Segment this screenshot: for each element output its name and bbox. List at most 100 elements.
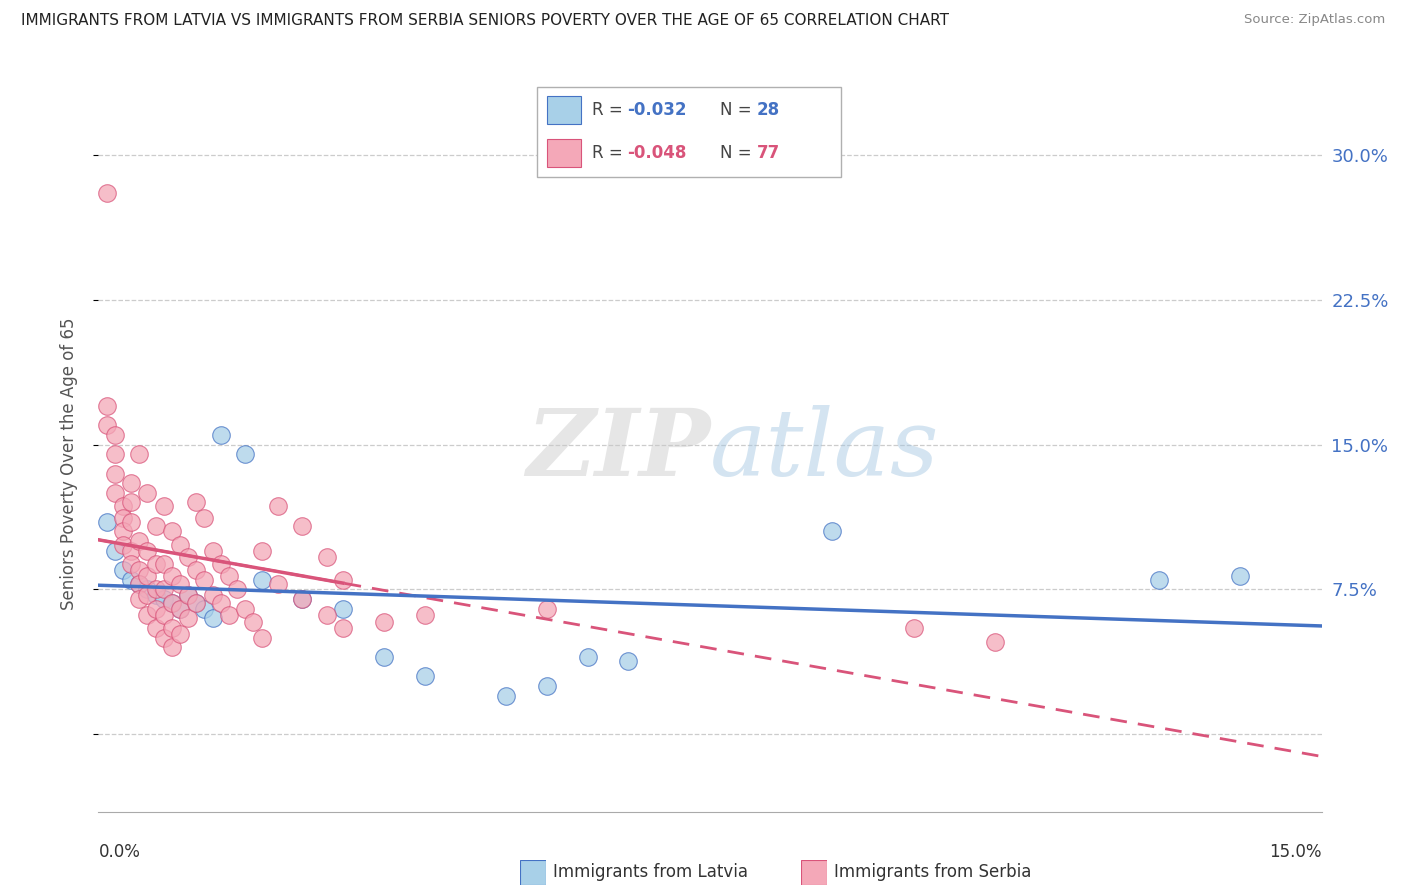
Point (169, 627, 191, 641)
Point (332, 621, 354, 635)
Point (250, 573, 273, 587)
Point (177, 588, 200, 602)
Point (145, 558, 167, 572)
Point (536, 679, 558, 693)
Text: 77: 77 (756, 145, 780, 162)
Point (136, 544, 159, 558)
Point (136, 582, 159, 597)
Point (136, 569, 159, 583)
Point (160, 596, 183, 610)
Point (160, 569, 183, 583)
Point (373, 615, 395, 630)
Point (193, 602, 215, 616)
Text: N =: N = (720, 101, 756, 119)
Point (160, 524, 183, 539)
Point (315, 549, 337, 564)
Point (136, 588, 159, 602)
Text: Immigrants from Latvia: Immigrants from Latvia (553, 863, 748, 881)
Point (145, 602, 167, 616)
Text: R =: R = (592, 145, 627, 162)
Point (160, 640, 183, 655)
Text: -0.048: -0.048 (627, 145, 686, 162)
Point (903, 621, 925, 635)
Point (111, 500, 134, 514)
Point (104, 485, 127, 500)
Y-axis label: Seniors Poverty Over the Age of 65: Seniors Poverty Over the Age of 65 (59, 318, 77, 610)
Point (413, 607, 436, 622)
Point (177, 588, 200, 602)
Point (152, 592, 174, 607)
Point (120, 515, 142, 529)
Point (128, 576, 150, 591)
Text: 0.0%: 0.0% (98, 843, 141, 861)
Point (201, 588, 224, 602)
Point (169, 576, 191, 591)
Point (209, 428, 232, 442)
Point (145, 582, 167, 597)
Point (160, 596, 183, 610)
Text: Immigrants from Serbia: Immigrants from Serbia (834, 863, 1031, 881)
Point (576, 650, 599, 665)
Point (291, 592, 314, 607)
Point (186, 495, 208, 509)
Point (120, 558, 142, 572)
Point (821, 524, 844, 539)
Point (242, 615, 264, 630)
Point (152, 631, 174, 645)
Text: -0.032: -0.032 (627, 101, 686, 119)
FancyBboxPatch shape (537, 87, 841, 177)
Point (186, 596, 208, 610)
Point (128, 447, 150, 461)
Text: 15.0%: 15.0% (1270, 843, 1322, 861)
Point (145, 621, 167, 635)
Point (96, 515, 118, 529)
Point (152, 607, 174, 622)
Point (984, 634, 1007, 648)
Point (104, 544, 127, 558)
Point (177, 549, 200, 564)
Point (209, 596, 232, 610)
Point (250, 631, 273, 645)
Point (267, 576, 290, 591)
Bar (547, 139, 581, 167)
Point (111, 538, 134, 552)
Point (128, 534, 150, 549)
Point (186, 596, 208, 610)
Point (226, 582, 249, 597)
Point (145, 518, 167, 533)
Point (104, 467, 127, 481)
Point (104, 428, 127, 442)
Point (96, 418, 118, 433)
Text: N =: N = (720, 145, 756, 162)
Point (233, 447, 256, 461)
Point (136, 485, 159, 500)
Point (169, 602, 191, 616)
Point (111, 563, 134, 577)
Point (413, 669, 436, 683)
Point (152, 558, 174, 572)
Text: R =: R = (592, 101, 627, 119)
Point (291, 592, 314, 607)
Point (373, 650, 395, 665)
Point (160, 621, 183, 635)
Point (111, 524, 134, 539)
Point (169, 538, 191, 552)
Point (96, 399, 118, 413)
Point (536, 602, 558, 616)
Point (120, 544, 142, 558)
Point (332, 573, 354, 587)
Point (177, 611, 200, 625)
Text: atlas: atlas (710, 405, 939, 495)
Point (104, 447, 127, 461)
Point (111, 511, 134, 525)
Point (201, 611, 224, 625)
Point (218, 569, 240, 583)
Point (1229, 569, 1251, 583)
Point (332, 602, 354, 616)
Point (120, 476, 142, 491)
Point (315, 607, 337, 622)
Point (267, 500, 290, 514)
Point (193, 573, 215, 587)
Bar (547, 96, 581, 124)
Point (617, 654, 640, 668)
